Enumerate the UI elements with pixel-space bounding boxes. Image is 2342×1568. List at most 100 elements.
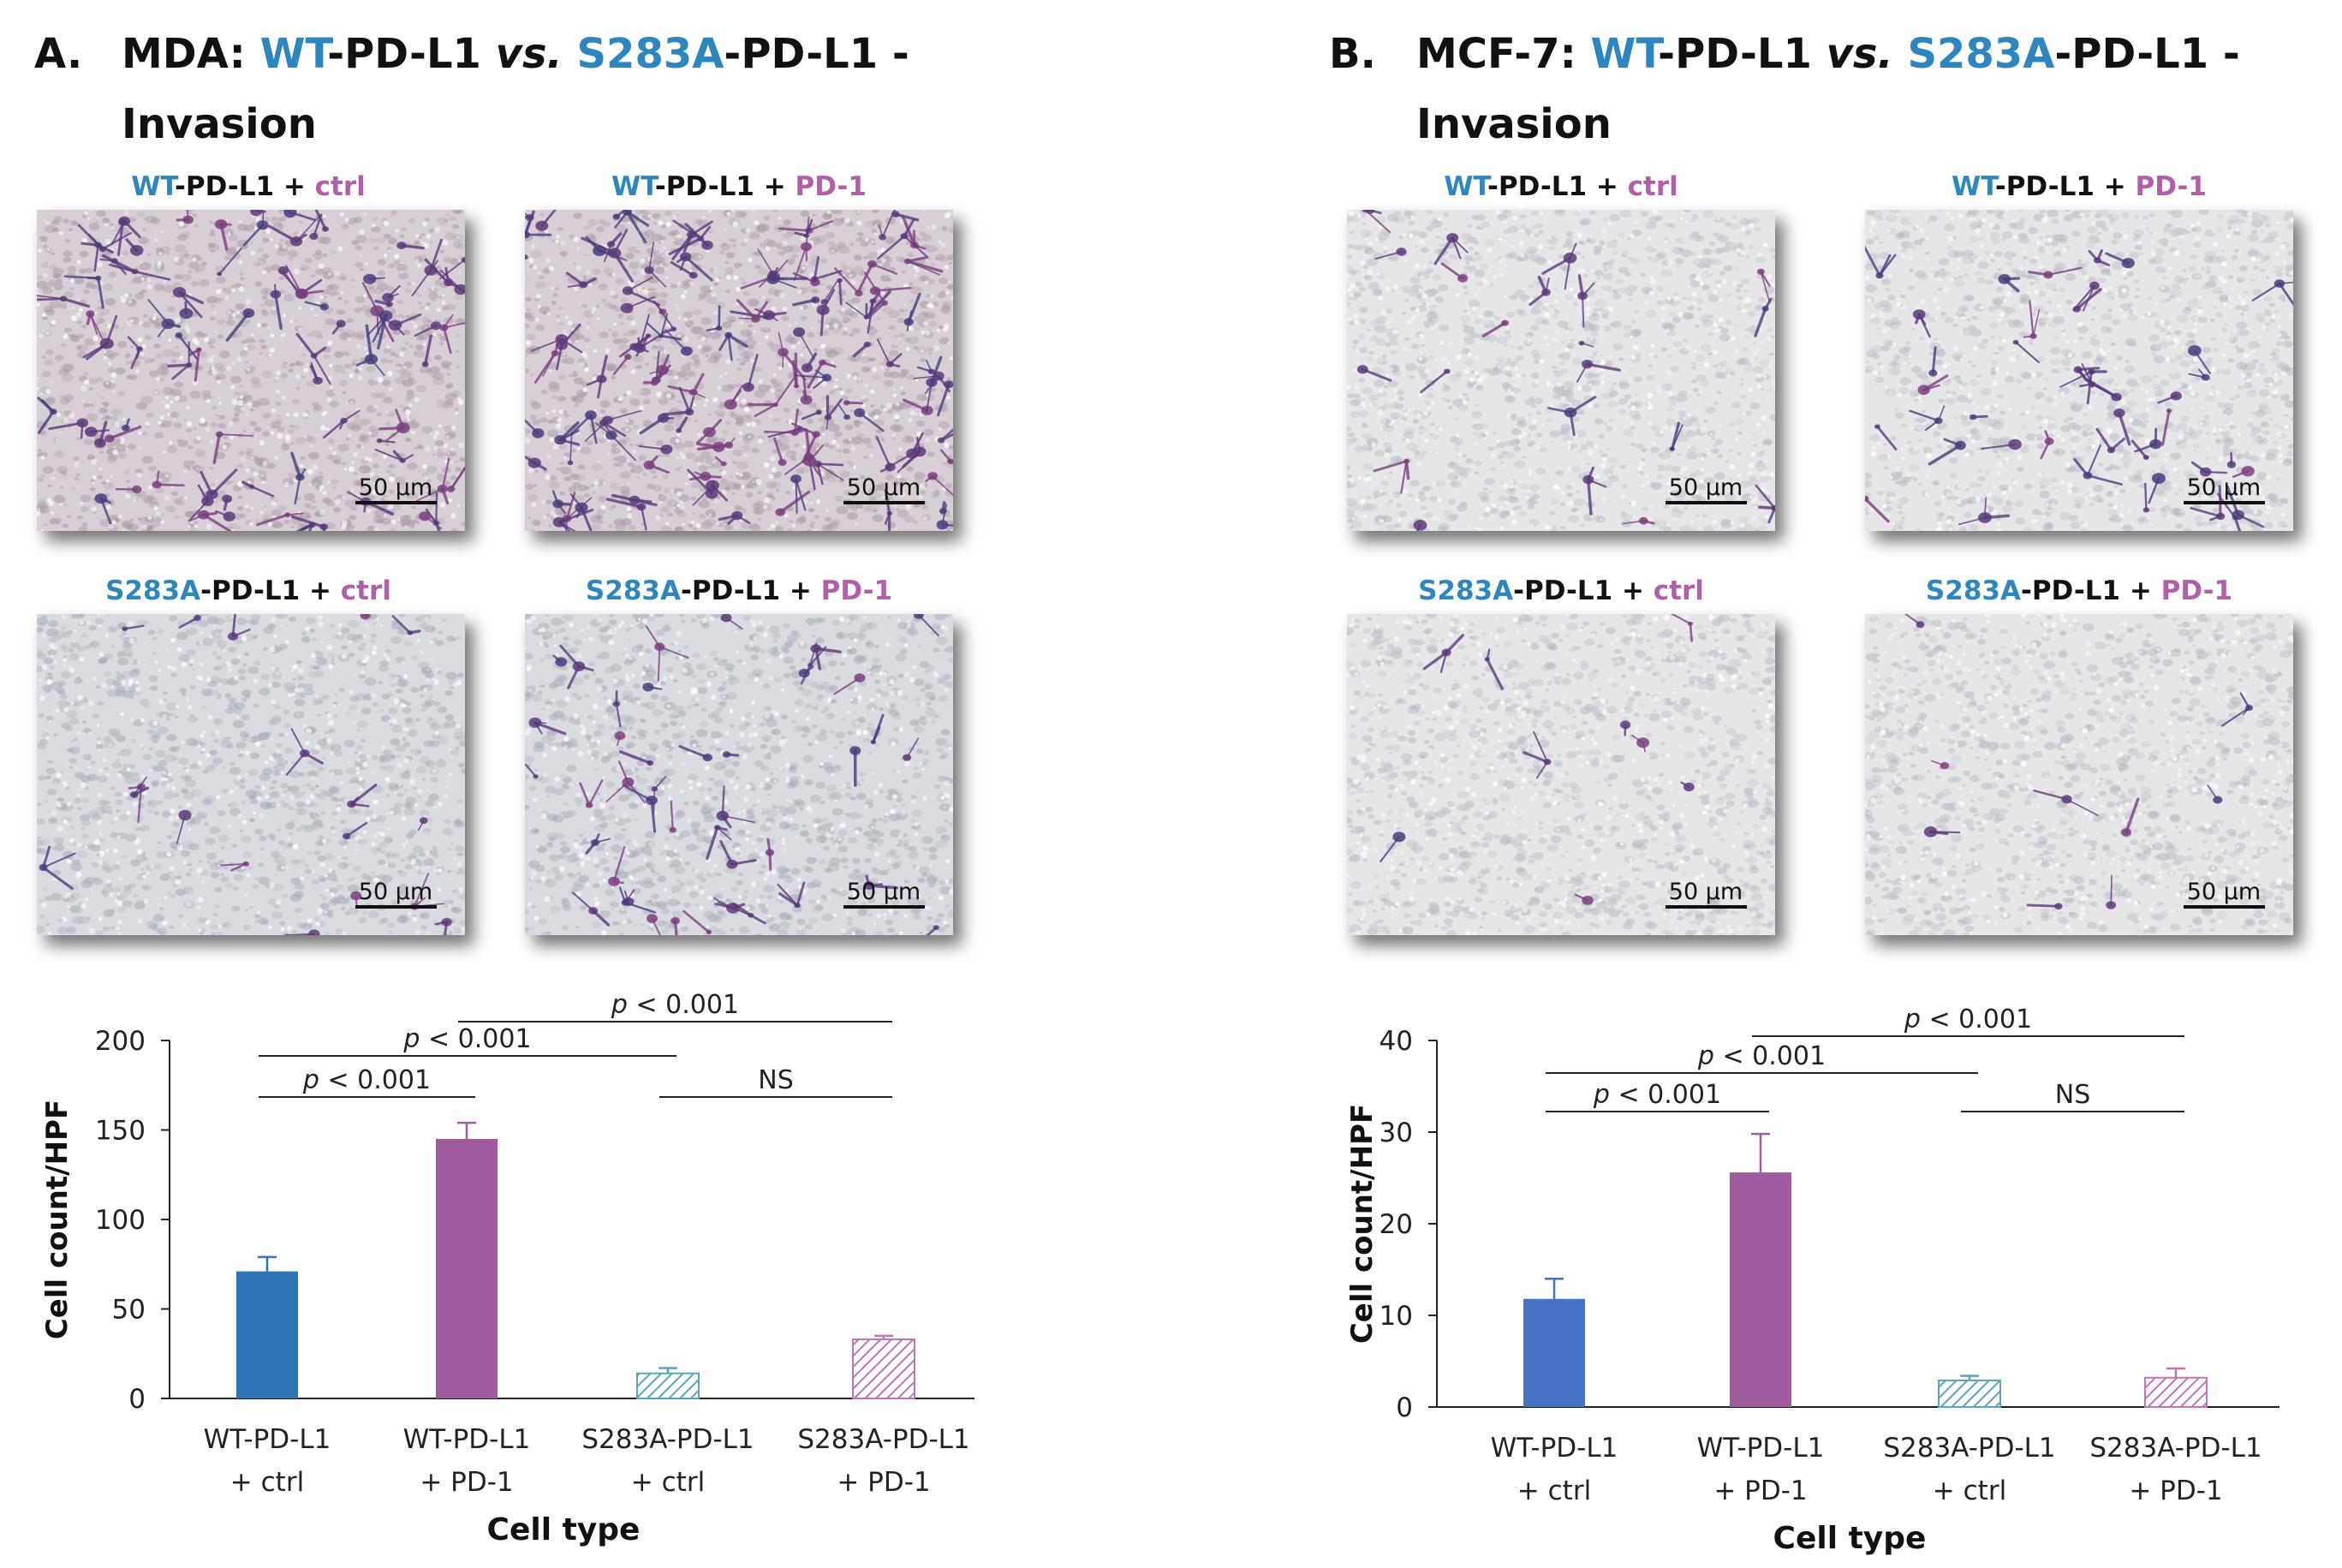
significance-annotation: p < 0.001 <box>1546 1080 1769 1112</box>
label-genotype: WT <box>1952 171 1995 202</box>
error-bar <box>457 1121 476 1139</box>
panel-b-title-vs: vs. <box>1826 30 1893 78</box>
label-mid: -PD-L1 + <box>175 171 315 202</box>
error-bar <box>1751 1132 1770 1173</box>
x-tick-label: WT-PD-L1 <box>403 1424 531 1455</box>
micrograph-label: S283A-PD-L1 + ctrl <box>34 575 462 606</box>
membrane-texture <box>525 614 953 935</box>
bar <box>852 1338 915 1399</box>
y-tick-label: 10 <box>1380 1301 1413 1332</box>
x-tick-label-line2: + PD-1 <box>1713 1476 1807 1506</box>
significance-label: NS <box>2055 1080 2090 1110</box>
micrograph: 50 µm <box>37 210 465 531</box>
bar <box>2144 1376 2208 1409</box>
panel-a-title: A. MDA: WT-PD-L1 vs. S283A-PD-L1 - Invasi… <box>34 19 1105 159</box>
panel-a-title-vs: vs. <box>495 30 563 78</box>
y-tick-label: 0 <box>128 1384 146 1415</box>
label-treatment: ctrl <box>1627 171 1678 202</box>
bar <box>636 1372 700 1399</box>
error-bar <box>258 1255 277 1272</box>
scale-bar: 50 µm <box>2184 879 2265 909</box>
label-genotype: S283A <box>1418 575 1514 606</box>
stained-cells <box>1904 614 2254 910</box>
stained-cells <box>525 614 940 935</box>
micrograph: 50 µm <box>1347 614 1775 935</box>
significance-label: p < 0.001 <box>1593 1080 1721 1110</box>
membrane-texture <box>1347 614 1775 935</box>
y-tick-label: 50 <box>112 1295 146 1326</box>
micrograph-label: S283A-PD-L1 + ctrl <box>1347 575 1775 606</box>
significance-label: NS <box>758 1065 793 1095</box>
x-tick-label-line2: + ctrl <box>1933 1476 2006 1506</box>
x-tick-label-line2: + PD-1 <box>2129 1476 2222 1506</box>
panel-a-title-space <box>563 30 577 78</box>
error-bar <box>659 1367 677 1374</box>
x-tick-label-line2: + PD-1 <box>837 1467 930 1498</box>
micrograph: 50 µm <box>37 614 465 935</box>
x-tick-label: S283A-PD-L1 <box>797 1424 969 1455</box>
label-treatment: PD-1 <box>795 171 867 202</box>
scale-bar-label: 50 µm <box>2187 474 2261 501</box>
significance-label: p < 0.001 <box>1697 1041 1826 1071</box>
significance-label: p < 0.001 <box>1904 1005 2032 1034</box>
bar <box>236 1271 298 1398</box>
y-axis-label: Cell count/HPF <box>40 1100 74 1339</box>
scale-bar-label: 50 µm <box>2187 879 2261 905</box>
micrograph: 50 µm <box>525 614 953 935</box>
scale-bar: 50 µm <box>355 879 437 909</box>
stained-cells <box>1380 614 1695 905</box>
panel-b-title: B. MCF-7: WT-PD-L1 vs. S283A-PD-L1 - Inva… <box>1329 19 2342 159</box>
significance-annotation: p < 0.001 <box>458 990 892 1022</box>
micrograph: 50 µm <box>525 210 953 531</box>
x-tick-label: S283A-PD-L1 <box>2089 1433 2262 1464</box>
panel-b: B. MCF-7: WT-PD-L1 vs. S283A-PD-L1 - Inva… <box>1171 0 2342 1568</box>
significance-annotation: p < 0.001 <box>1546 1041 1978 1074</box>
y-axis-label: Cell count/HPF <box>1345 1104 1380 1344</box>
label-genotype: S283A <box>105 575 201 606</box>
error-bar <box>1960 1374 1979 1380</box>
scale-bar-label: 50 µm <box>1669 879 1743 905</box>
membrane-texture <box>1865 614 2293 935</box>
label-mid: -PD-L1 + <box>1487 171 1628 202</box>
x-tick-label: WT-PD-L1 <box>1491 1433 1618 1464</box>
scale-bar: 50 µm <box>2184 474 2265 504</box>
panel-b-title-wt: WT <box>1590 30 1659 78</box>
x-tick-label: WT-PD-L1 <box>204 1424 331 1455</box>
label-genotype: WT <box>611 171 655 202</box>
label-mid: -PD-L1 + <box>2020 575 2161 606</box>
panel-a-title-wt: WT <box>259 30 328 78</box>
panel-a-title-line2: Invasion <box>122 100 317 148</box>
panel-b-title-line2: Invasion <box>1416 100 1612 148</box>
panel-b-title-mid: -PD-L1 <box>1658 30 1827 78</box>
label-treatment: ctrl <box>1653 575 1704 606</box>
scale-bar-label: 50 µm <box>1669 474 1743 501</box>
scale-bar-label: 50 µm <box>359 879 432 905</box>
x-tick-label-line2: + PD-1 <box>420 1467 513 1498</box>
scale-bar: 50 µm <box>1666 474 1747 504</box>
membrane-texture <box>1865 210 2293 531</box>
micrograph-label: S283A-PD-L1 + PD-1 <box>1865 575 2293 606</box>
label-genotype: WT <box>1444 171 1488 202</box>
label-mid: -PD-L1 + <box>1994 171 2136 202</box>
significance-annotation: NS <box>659 1065 892 1098</box>
error-bar <box>2166 1367 2185 1378</box>
x-tick-label-line2: + ctrl <box>230 1467 304 1498</box>
panel-b-letter: B. <box>1329 30 1376 78</box>
micrograph-label: WT-PD-L1 + PD-1 <box>1865 171 2293 202</box>
x-tick-label-line2: + ctrl <box>631 1467 705 1498</box>
stained-cells <box>1356 210 1775 531</box>
y-tick-label: 0 <box>1396 1392 1413 1423</box>
scale-bar: 50 µm <box>355 474 437 504</box>
stained-cells <box>525 210 953 531</box>
significance-label: p < 0.001 <box>402 1024 531 1054</box>
x-axis-label: Cell type <box>487 1512 641 1547</box>
label-mid: -PD-L1 + <box>1513 575 1654 606</box>
label-treatment: PD-1 <box>2135 171 2207 202</box>
x-tick-label: WT-PD-L1 <box>1697 1433 1825 1464</box>
y-tick-label: 40 <box>1380 1026 1413 1057</box>
micrograph-label: S283A-PD-L1 + PD-1 <box>525 575 953 606</box>
panel-a-letter: A. <box>34 30 83 78</box>
micrograph: 50 µm <box>1865 210 2293 531</box>
x-tick-label-line2: + ctrl <box>1517 1476 1591 1506</box>
label-treatment: PD-1 <box>2160 575 2233 606</box>
